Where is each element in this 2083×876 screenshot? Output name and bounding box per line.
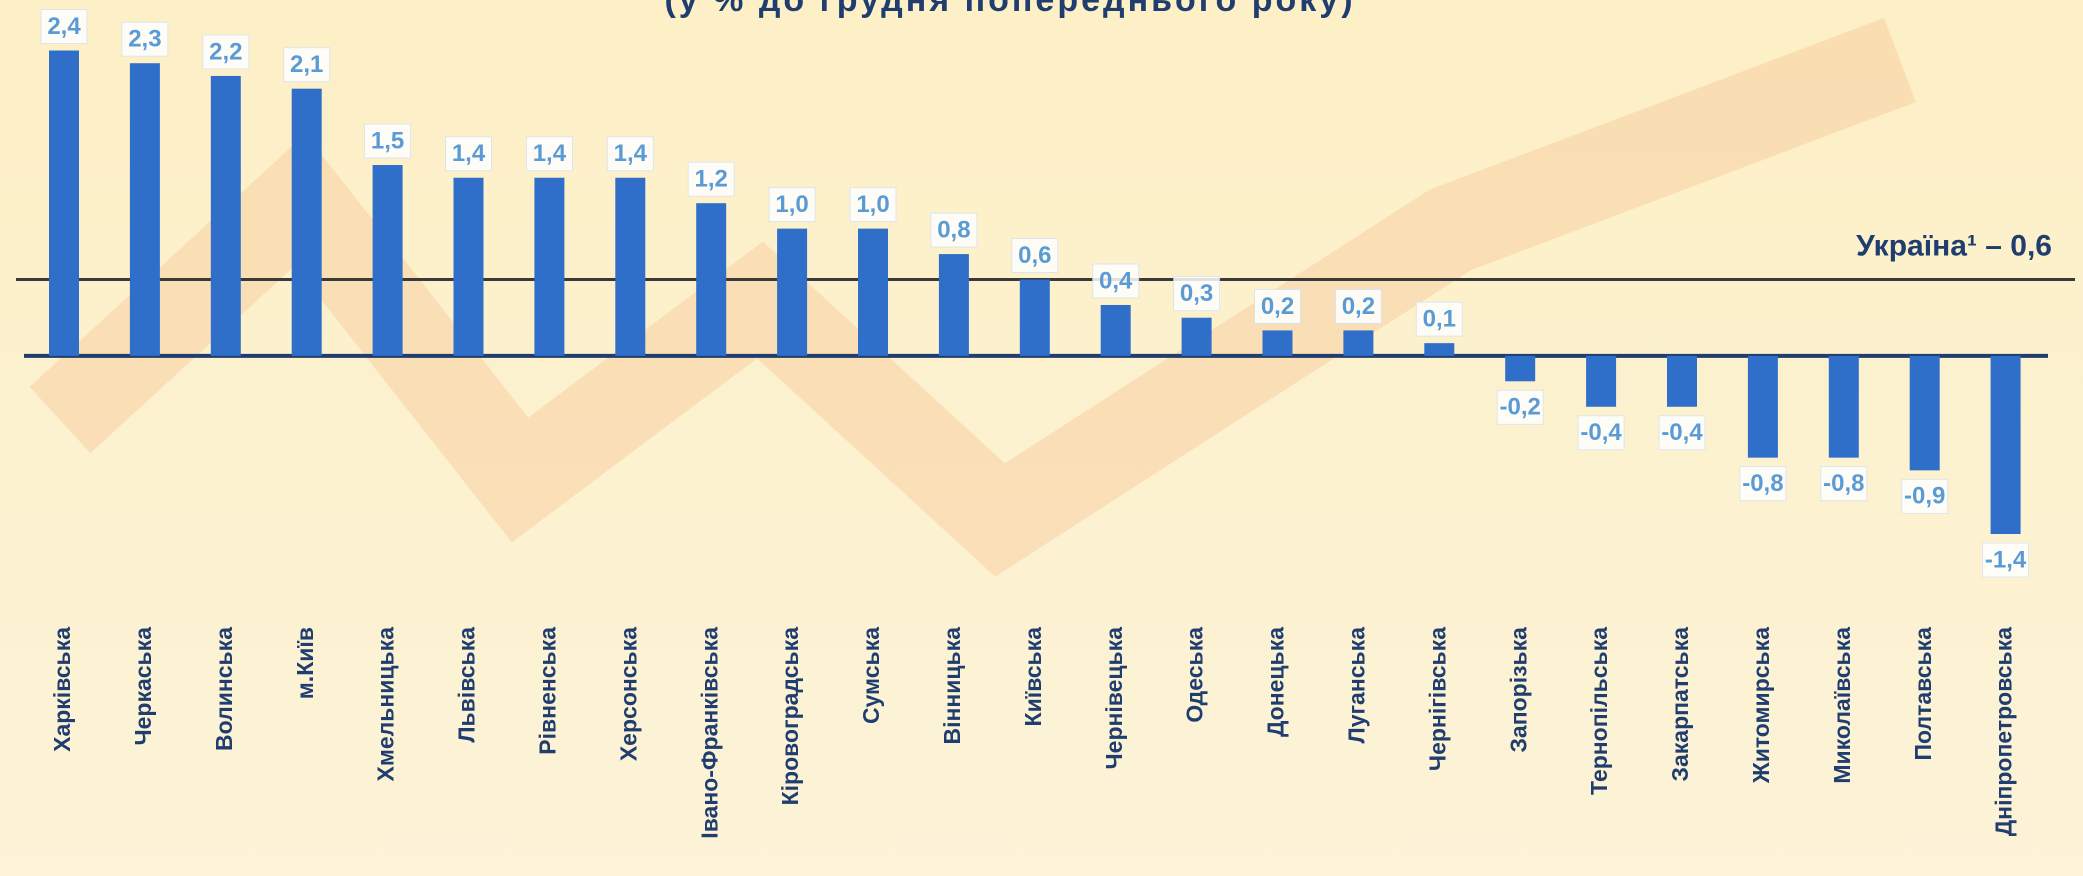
value-label: 0,2 — [1261, 293, 1294, 320]
x-tick-label: Черкаська — [130, 627, 156, 746]
value-label: 2,1 — [290, 51, 323, 78]
value-label: 1,4 — [614, 140, 648, 167]
value-label: 0,4 — [1099, 267, 1133, 294]
reference-label: Україна¹ – 0,6 — [1856, 229, 2052, 262]
x-tick-label: Сумська — [858, 627, 884, 724]
x-tick-label: Закарпатська — [1667, 627, 1693, 782]
bar — [1910, 356, 1940, 471]
x-tick-label: Запорізька — [1505, 627, 1531, 753]
bar — [1182, 318, 1212, 356]
bar — [1586, 356, 1616, 407]
x-tick-label: Донецька — [1263, 627, 1289, 737]
value-label: 1,5 — [371, 127, 404, 154]
value-label: 0,8 — [937, 216, 970, 243]
bar — [211, 76, 241, 356]
value-label: 1,2 — [695, 166, 728, 193]
x-tick-label: Чернігівська — [1424, 627, 1450, 771]
x-tick-label: Вінницька — [939, 627, 965, 745]
bar — [1263, 330, 1293, 355]
x-tick-label: м.Київ — [292, 627, 318, 699]
chart: (у % до грудня попереднього року) Україн… — [0, 0, 2083, 876]
value-label: -0,8 — [1742, 470, 1783, 497]
value-label: 0,1 — [1423, 305, 1456, 332]
x-tick-label: Івано-Франківська — [696, 627, 722, 839]
bar — [1343, 330, 1373, 355]
bar — [534, 178, 564, 356]
chart-title: (у % до грудня попереднього року) — [664, 0, 1355, 19]
x-tick-label: Тернопільська — [1586, 627, 1612, 795]
bar — [373, 165, 403, 356]
bar — [1829, 356, 1859, 458]
value-label: -0,4 — [1580, 419, 1622, 446]
bar — [292, 89, 322, 356]
value-label: -1,4 — [1985, 546, 2027, 573]
bar — [1505, 356, 1535, 381]
value-label: 2,4 — [47, 13, 81, 40]
bar — [1424, 343, 1454, 356]
bar — [130, 63, 160, 356]
bar — [858, 229, 888, 356]
bar — [49, 51, 79, 356]
value-label: 1,0 — [775, 191, 808, 218]
x-tick-label: Житомирська — [1748, 627, 1774, 784]
bar — [1748, 356, 1778, 458]
bar — [454, 178, 484, 356]
bar — [1101, 305, 1131, 356]
bar — [615, 178, 645, 356]
x-tick-label: Херсонська — [615, 627, 641, 761]
x-tick-label: Полтавська — [1910, 627, 1936, 761]
value-label: 1,4 — [533, 140, 567, 167]
bar — [939, 254, 969, 356]
x-tick-label: Кіровоградська — [777, 627, 803, 806]
x-tick-label: Одеська — [1182, 627, 1208, 723]
x-tick-label: Рівненська — [534, 627, 560, 755]
bar — [1991, 356, 2021, 534]
x-tick-label: Харківська — [49, 627, 75, 752]
bar — [1020, 280, 1050, 356]
x-tick-label: Київська — [1020, 627, 1046, 727]
value-label: 0,3 — [1180, 280, 1213, 307]
x-tick-label: Миколаївська — [1829, 627, 1855, 784]
value-label: 1,4 — [452, 140, 486, 167]
x-tick-label: Волинська — [211, 627, 237, 751]
x-tick-label: Львівська — [454, 627, 480, 743]
value-label: -0,8 — [1823, 470, 1864, 497]
value-label: -0,2 — [1500, 394, 1541, 421]
x-tick-label: Чернівецька — [1101, 627, 1127, 770]
value-label: 2,2 — [209, 38, 242, 65]
bar — [696, 203, 726, 356]
value-label: -0,9 — [1904, 483, 1945, 510]
x-tick-label: Луганська — [1343, 627, 1369, 744]
value-label: -0,4 — [1661, 419, 1703, 446]
value-label: 1,0 — [856, 191, 889, 218]
x-tick-label: Дніпропетровська — [1991, 627, 2017, 836]
bar — [777, 229, 807, 356]
bar — [1667, 356, 1697, 407]
x-tick-label: Хмельницька — [373, 627, 399, 782]
value-label: 0,2 — [1342, 293, 1375, 320]
value-label: 2,3 — [128, 26, 161, 53]
value-label: 0,6 — [1018, 242, 1051, 269]
